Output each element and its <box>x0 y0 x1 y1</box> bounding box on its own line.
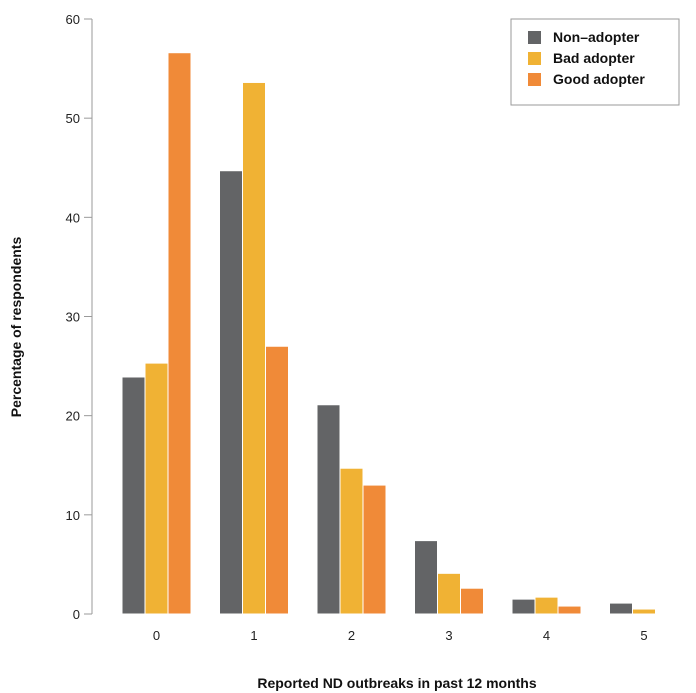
legend-label: Good adopter <box>553 71 645 87</box>
legend-swatch <box>528 31 541 44</box>
legend: Non–adopter Bad adopter Good adopter <box>510 18 680 106</box>
x-tick-label: 1 <box>250 628 257 643</box>
bar-2-2 <box>362 484 387 615</box>
bar-1-2 <box>339 467 364 615</box>
bar-2-1 <box>265 345 289 615</box>
x-tick-label: 0 <box>153 628 160 643</box>
legend-label: Bad adopter <box>553 50 635 66</box>
bar-2-3 <box>460 587 484 615</box>
x-tick-label: 2 <box>348 628 355 643</box>
bar-1-0 <box>144 362 169 615</box>
bar-2-4 <box>557 605 582 615</box>
y-tick-label: 40 <box>66 210 80 225</box>
bar-0-1 <box>219 170 243 615</box>
bar-0-2 <box>316 404 341 615</box>
x-tick-label: 4 <box>543 628 550 643</box>
y-tick-label: 50 <box>66 111 80 126</box>
bar-1-1 <box>242 81 266 615</box>
y-tick-label: 20 <box>66 409 80 424</box>
bar-0-4 <box>511 598 536 615</box>
y-tick-label: 30 <box>66 310 80 325</box>
legend-label: Non–adopter <box>553 29 640 45</box>
legend-swatch <box>528 52 541 65</box>
bar-1-4 <box>534 596 559 615</box>
x-tick-label: 3 <box>445 628 452 643</box>
y-axis: 0 10 20 30 40 50 60 <box>66 12 93 622</box>
bar-0-3 <box>414 540 438 615</box>
y-axis-title: Percentage of respondents <box>8 237 24 418</box>
bar-2-0 <box>167 52 192 615</box>
bar-0-0 <box>121 376 146 615</box>
y-tick-label: 10 <box>66 508 80 523</box>
bars <box>121 52 656 615</box>
legend-swatch <box>528 73 541 86</box>
bar-1-5 <box>632 608 656 615</box>
y-tick-label: 60 <box>66 12 80 27</box>
bar-0-5 <box>609 602 633 615</box>
x-axis-ticks: 0 1 2 3 4 5 <box>153 628 648 643</box>
y-tick-label: 0 <box>73 607 80 622</box>
bar-1-3 <box>437 572 461 615</box>
x-tick-label: 5 <box>640 628 647 643</box>
x-axis-title: Reported ND outbreaks in past 12 months <box>257 675 536 691</box>
